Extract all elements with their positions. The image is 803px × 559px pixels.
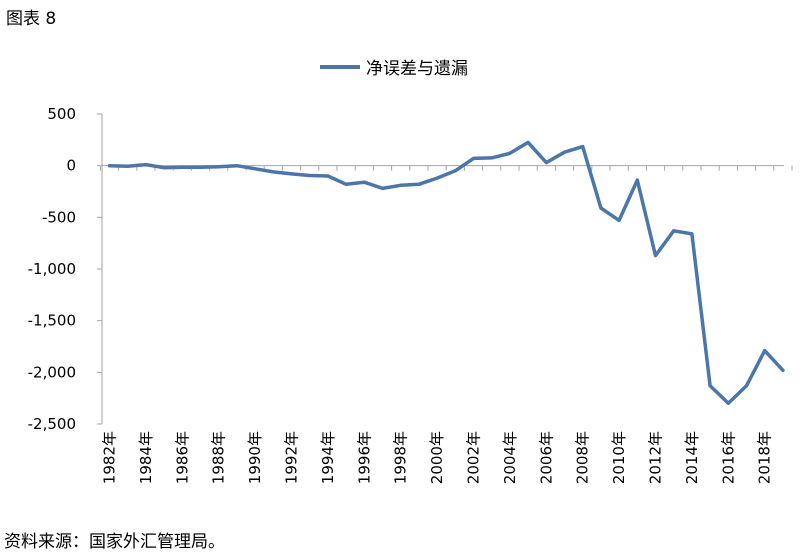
data-point <box>453 169 457 173</box>
data-point <box>490 156 494 160</box>
data-point <box>508 151 512 155</box>
data-point <box>599 206 603 210</box>
y-tick-label: 0 <box>66 157 76 175</box>
data-point <box>271 170 275 174</box>
y-tick-label: -1,000 <box>28 260 76 278</box>
x-tick-label: 1984年 <box>137 431 155 484</box>
y-tick-label: -2,500 <box>28 415 76 433</box>
source-note: 资料来源：国家外汇管理局。 <box>4 532 225 552</box>
data-point <box>180 165 184 169</box>
data-point <box>635 178 639 182</box>
data-point <box>162 166 166 170</box>
data-point <box>763 349 767 353</box>
x-tick-label: 1982年 <box>101 431 119 484</box>
data-point <box>199 165 202 169</box>
data-point <box>654 254 657 258</box>
data-point <box>745 384 748 388</box>
data-point <box>617 218 621 222</box>
data-point <box>290 172 293 176</box>
x-tick-label: 2000年 <box>428 431 446 484</box>
y-tick-label: -1,500 <box>28 312 76 330</box>
data-point <box>435 176 439 180</box>
x-tick-label: 1986年 <box>173 431 191 484</box>
figure-label: 图表 8 <box>6 9 57 29</box>
data-point <box>708 384 712 388</box>
data-point <box>581 145 585 149</box>
data-point <box>526 140 530 144</box>
data-point <box>563 150 566 154</box>
data-point <box>308 173 312 177</box>
data-point <box>781 368 785 372</box>
data-point <box>126 164 130 168</box>
x-tick-label: 1996年 <box>355 431 373 484</box>
data-point <box>381 186 384 190</box>
x-tick-label: 2004年 <box>501 431 519 484</box>
data-point <box>399 183 403 187</box>
data-point <box>362 180 366 184</box>
data-point <box>326 174 330 178</box>
data-point <box>726 401 730 405</box>
data-point <box>144 163 148 167</box>
x-tick-label: 1992年 <box>283 431 301 484</box>
series-line <box>107 140 785 406</box>
data-point <box>235 164 239 168</box>
data-point <box>217 165 221 169</box>
data-point <box>472 156 475 160</box>
x-tick-label: 2010年 <box>610 431 628 484</box>
legend-label: 净误差与遗漏 <box>366 59 468 79</box>
x-tick-label: 2012年 <box>647 431 665 484</box>
data-point <box>344 182 348 186</box>
data-point <box>417 182 421 186</box>
data-point <box>253 167 257 171</box>
data-point <box>690 232 694 236</box>
y-tick-label: -2,000 <box>28 363 76 381</box>
x-tick-label: 1994年 <box>319 431 337 484</box>
x-tick-label: 2016年 <box>719 431 737 484</box>
x-tick-label: 2002年 <box>465 431 483 484</box>
y-tick-label: -500 <box>42 208 76 226</box>
data-point <box>544 161 548 165</box>
x-tick-label: 2006年 <box>537 431 555 484</box>
x-tick-label: 2008年 <box>574 431 592 484</box>
y-tick-label: 500 <box>47 105 76 123</box>
x-tick-label: 2018年 <box>756 431 774 484</box>
x-tick-label: 1988年 <box>210 431 228 484</box>
data-point <box>108 164 111 168</box>
x-tick-label: 1998年 <box>392 431 410 484</box>
x-tick-label: 2014年 <box>683 431 701 484</box>
data-point <box>672 229 676 233</box>
x-tick-label: 1990年 <box>246 431 264 484</box>
